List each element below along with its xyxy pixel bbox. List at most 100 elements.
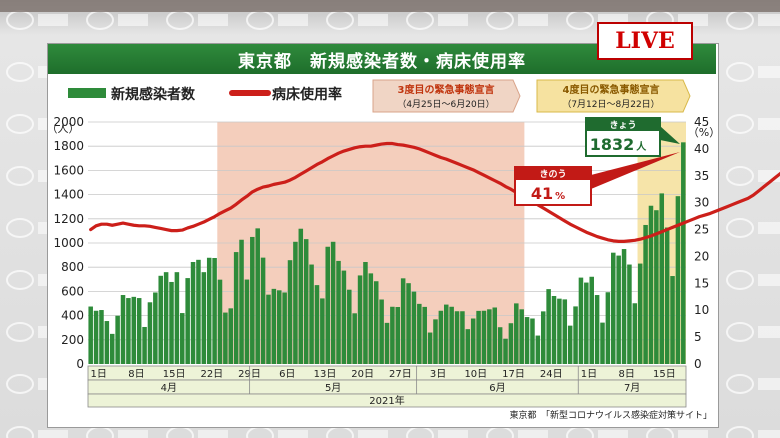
bar-day-42 <box>309 264 314 364</box>
bar-day-106 <box>654 210 659 364</box>
bar-day-32 <box>255 228 260 364</box>
bar-day-55 <box>379 299 384 364</box>
bar-day-34 <box>266 294 271 364</box>
bar-day-51 <box>357 275 363 364</box>
bar-day-38 <box>287 260 293 364</box>
yesterday-callout-header <box>515 167 591 180</box>
bar-day-64 <box>427 332 433 364</box>
bar-day-45 <box>325 246 331 364</box>
bed-usage-line <box>89 141 780 243</box>
bar-day-17 <box>174 272 180 364</box>
x-tick-label: 8日 <box>128 369 144 380</box>
today-callout-header <box>586 118 660 131</box>
x-tick-label: 1日 <box>581 369 597 380</box>
bar-day-30 <box>244 279 250 364</box>
x-month-label: 6月 <box>489 382 505 394</box>
x-month-label: 7月 <box>624 382 640 394</box>
bar-day-13 <box>153 292 158 364</box>
legend-label-beds: 病床使用率 <box>272 86 342 103</box>
period4-range: （7月12日～8月22日） <box>562 99 659 110</box>
y-right-tick-label: 20 <box>694 249 709 263</box>
bar-day-43 <box>314 285 320 364</box>
bar-day-5 <box>109 333 115 364</box>
period3-range: （4月25日～6月20日） <box>397 99 494 110</box>
bar-day-4 <box>104 321 110 364</box>
bar-day-41 <box>303 239 309 364</box>
bar-day-68 <box>449 306 454 364</box>
bar-day-76 <box>492 307 498 364</box>
bar-day-95 <box>594 295 600 364</box>
bar-day-67 <box>443 304 449 364</box>
bar-day-103 <box>637 263 643 364</box>
bar-day-18 <box>180 313 185 364</box>
bar-day-10 <box>136 298 142 364</box>
x-year-label: 2021年 <box>369 394 404 407</box>
bar-day-98 <box>611 252 616 364</box>
bar-day-72 <box>470 318 476 364</box>
bar-day-75 <box>487 309 492 364</box>
y-left-tick-label: 600 <box>61 284 84 298</box>
bar-day-71 <box>465 329 471 364</box>
x-tick-label: 6日 <box>279 369 295 380</box>
bar-day-36 <box>276 290 282 364</box>
bar-day-15 <box>163 272 169 364</box>
bar-day-49 <box>347 289 352 364</box>
x-tick-label: 20日 <box>351 369 374 380</box>
bar-day-46 <box>330 241 336 364</box>
x-tick-label: 3日 <box>430 369 446 380</box>
y-right-tick-label: 30 <box>694 196 709 210</box>
x-tick-label: 22日 <box>200 369 223 380</box>
period3-title: 3度目の緊急事態宣言 <box>398 83 495 96</box>
x-year-row <box>87 393 687 408</box>
bar-day-47 <box>336 260 341 364</box>
y-left-tick-label: 2000 <box>53 115 84 129</box>
source-note: 東京都 「新型コロナウイルス感染症対策サイト」 <box>509 409 712 421</box>
bar-day-54 <box>373 281 379 364</box>
yesterday-callout-value: 41% <box>531 184 565 203</box>
bar-day-81 <box>519 309 524 364</box>
bar-day-61 <box>411 291 417 364</box>
bar-day-24 <box>212 258 217 364</box>
bar-day-90 <box>567 325 573 364</box>
bar-day-11 <box>142 326 147 364</box>
bar-day-92 <box>578 277 584 364</box>
bar-day-101 <box>627 264 632 364</box>
bar-day-82 <box>524 317 530 364</box>
bar-day-27 <box>228 308 234 364</box>
x-month-label: 4月 <box>161 382 177 394</box>
x-tick-label: 15日 <box>653 369 676 380</box>
x-tick-label: 15日 <box>163 369 186 380</box>
bar-day-8 <box>126 298 131 364</box>
bar-day-19 <box>185 278 190 364</box>
bar-day-83 <box>530 318 535 364</box>
bar-day-7 <box>120 295 126 364</box>
bar-day-31 <box>250 236 255 364</box>
bar-day-39 <box>293 241 298 364</box>
bar-day-23 <box>206 257 212 364</box>
bar-day-12 <box>147 302 153 364</box>
legend-swatch-cases <box>68 88 106 98</box>
bar-day-59 <box>400 278 406 364</box>
bar-day-2 <box>93 310 99 364</box>
legend-label-cases: 新規感染者数 <box>111 86 196 103</box>
bar-day-85 <box>540 311 546 364</box>
y-right-tick-label: 5 <box>694 330 702 344</box>
y-left-tick-label: 0 <box>76 357 84 371</box>
bar-day-97 <box>605 292 611 364</box>
bar-day-110 <box>675 196 681 364</box>
bar-day-48 <box>341 270 347 364</box>
bar-day-50 <box>352 313 357 364</box>
y-left-tick-label: 800 <box>61 260 84 274</box>
bar-day-1 <box>88 306 93 364</box>
bar-day-70 <box>460 311 465 364</box>
today-callout-value: 1832 人 <box>590 135 648 154</box>
bar-day-66 <box>438 310 444 364</box>
bar-day-3 <box>99 310 104 364</box>
bar-day-77 <box>497 327 503 364</box>
y-right-tick-label: 10 <box>694 303 709 317</box>
bar-day-99 <box>616 255 621 364</box>
x-tick-label: 24日 <box>540 369 563 380</box>
y-left-tick-label: 200 <box>61 333 84 347</box>
y-left-tick-label: 1600 <box>53 163 84 177</box>
